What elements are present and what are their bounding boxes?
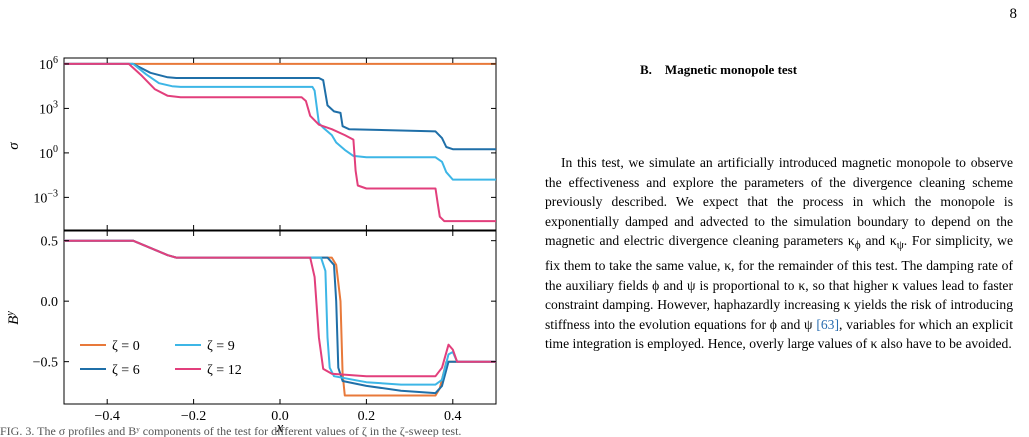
sigma-ticks xyxy=(64,58,496,230)
legend: ζ = 0 ζ = 6 ζ = 9 ζ = 12 xyxy=(80,339,242,378)
by-axis-label-superscript: y xyxy=(5,311,16,317)
sigma-y-tick-label-3: 10−3 xyxy=(33,188,58,206)
sigma-series-line-3 xyxy=(64,62,496,223)
by-y-tick-labels: 0.5 0.0 −0.5 xyxy=(33,235,58,371)
x-tick-label-2: 0.0 xyxy=(271,409,289,424)
legend-label-1: ζ = 6 xyxy=(112,363,140,378)
sigma-y-tick-label-1: 103 xyxy=(39,99,58,117)
by-y-tick-label-2: −0.5 xyxy=(33,356,58,371)
by-axis-label: By xyxy=(5,311,23,325)
sigma-y-tick-base-2: 10 xyxy=(39,147,53,162)
x-tick-label-1: −0.2 xyxy=(181,409,206,424)
x-tick-label-0: −0.4 xyxy=(94,409,119,424)
by-ticks xyxy=(64,231,496,404)
panel-sigma-frame xyxy=(63,57,497,231)
by-series-line-3 xyxy=(64,239,496,378)
sigma-y-tick-exponent-3: −3 xyxy=(47,188,58,199)
legend-label-3: ζ = 12 xyxy=(207,363,242,378)
subscript-phi: ϕ xyxy=(854,239,861,252)
section-heading: B. Magnetic monopole test xyxy=(640,62,798,77)
page-number: 8 xyxy=(1009,6,1018,22)
legend-label-0: ζ = 0 xyxy=(112,339,140,354)
paragraph-part-1: In this test, we simulate an artificiall… xyxy=(545,155,1013,248)
body-paragraph: In this test, we simulate an artificiall… xyxy=(545,153,1013,354)
sigma-y-tick-exponent-2: 0 xyxy=(53,144,58,155)
sigma-y-tick-exponent-1: 3 xyxy=(53,99,58,110)
paragraph-part-3: . For simplicity, we fix them to take th… xyxy=(545,233,1014,332)
x-tick-labels: −0.4 −0.2 0.0 0.2 0.4 xyxy=(94,409,461,424)
x-axis-label: x xyxy=(276,420,284,436)
panel-by: 0.50.0−0.5 −0.4 −0.2 0.0 0.2 0.4 By x ζ = 0ζ… xyxy=(5,230,497,436)
paragraph-part-2: and κ xyxy=(860,233,897,248)
by-series-group xyxy=(64,239,496,397)
paragraph-part-4: , variables for which an explicit time i… xyxy=(545,316,1013,352)
x-tick-label-3: 0.2 xyxy=(358,409,376,424)
sigma-y-tick-base-1: 10 xyxy=(39,102,53,117)
sigma-y-tick-base-0: 10 xyxy=(39,58,53,73)
by-y-tick-label-0: 0.5 xyxy=(41,235,59,250)
subscript-psi: ψ xyxy=(896,239,904,252)
legend-label-2: ζ = 9 xyxy=(207,339,235,354)
sigma-axis-label: σ xyxy=(6,142,22,150)
sigma-y-tick-base-3: 10 xyxy=(33,191,47,206)
x-tick-label-4: 0.4 xyxy=(444,409,462,424)
by-y-tick-label-1: 0.0 xyxy=(41,295,59,310)
figure-caption: FIG. 3. The σ profiles and Bʸ components… xyxy=(0,425,462,437)
sigma-series-line-1 xyxy=(64,62,496,151)
sigma-series-group xyxy=(64,62,496,223)
sigma-y-tick-label-0: 106 xyxy=(39,55,58,73)
sigma-y-tick-label-2: 100 xyxy=(39,144,58,162)
citation-link[interactable]: [63] xyxy=(816,316,839,332)
sigma-y-tick-exponent-0: 6 xyxy=(53,55,58,66)
sigma-series-line-2 xyxy=(64,62,496,181)
